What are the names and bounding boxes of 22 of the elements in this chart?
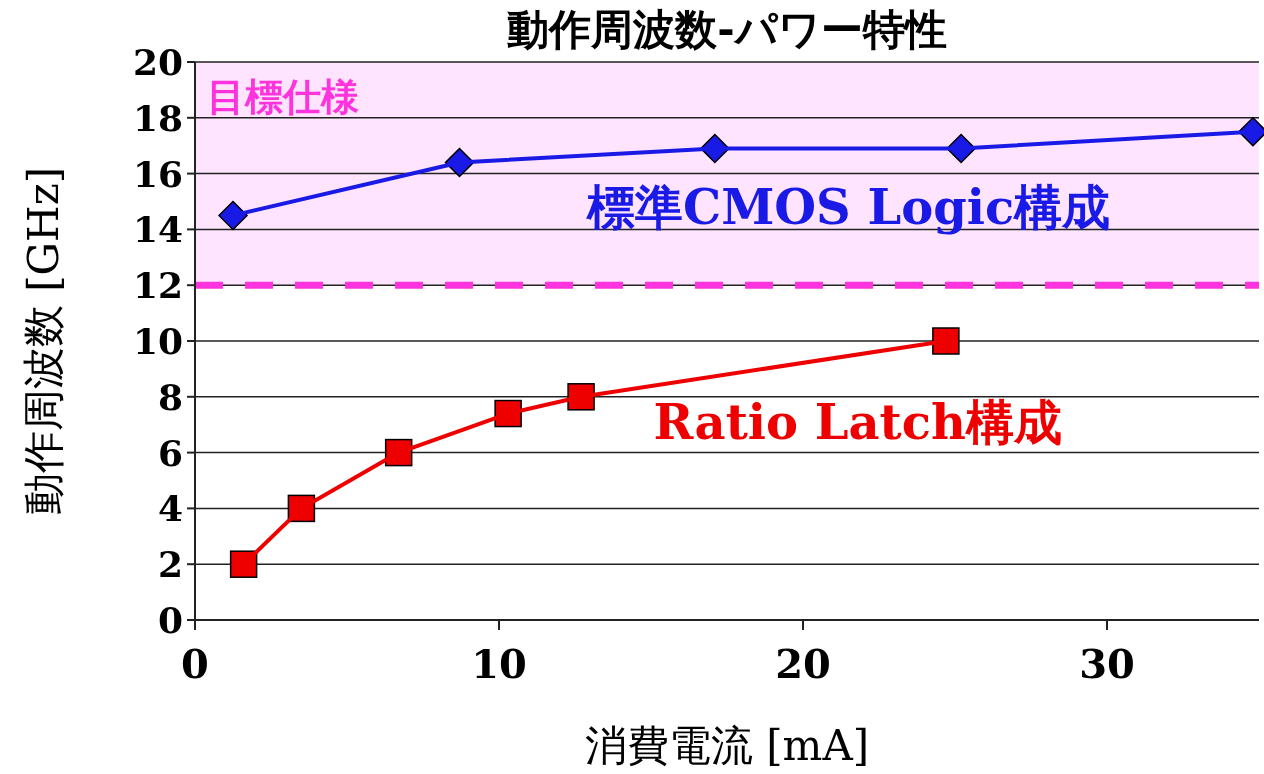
- series-label: 標準CMOS Logic構成: [584, 178, 1111, 235]
- y-tick-label: 4: [157, 487, 183, 530]
- x-tick-label: 10: [471, 640, 527, 687]
- y-tick-label: 16: [132, 152, 183, 195]
- x-tick-label: 20: [775, 640, 831, 687]
- chart-title: 動作周波数-パワー特性: [507, 5, 947, 54]
- y-tick-label: 6: [157, 431, 183, 474]
- y-tick-label: 8: [157, 375, 183, 418]
- y-tick-label: 10: [132, 320, 183, 362]
- y-tick-label: 18: [132, 96, 183, 139]
- x-axis-title: 消費電流 [mA]: [584, 721, 870, 770]
- y-tick-label: 0: [157, 599, 183, 641]
- point: [932, 327, 960, 355]
- y-tick-label: 12: [132, 264, 183, 307]
- y-tick-label: 14: [132, 208, 183, 251]
- y-axis-title: 動作周波数 [GHz]: [19, 166, 68, 516]
- band-label: 目標仕様: [207, 74, 359, 119]
- point: [229, 550, 258, 578]
- y-tick-label: 20: [132, 41, 183, 83]
- series-label: Ratio Latch構成: [653, 393, 1062, 450]
- y-tick-label: 2: [157, 543, 183, 586]
- x-tick-label: 30: [1079, 640, 1135, 687]
